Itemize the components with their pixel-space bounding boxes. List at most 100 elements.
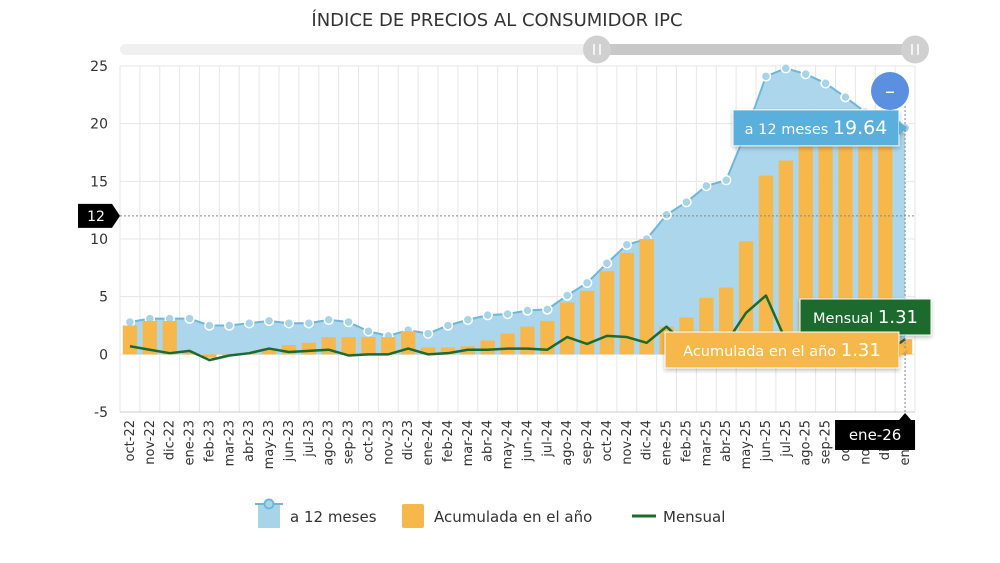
bar[interactable] [778,160,793,355]
bar[interactable] [381,337,396,355]
y-tick-label: 10 [90,232,108,248]
legend-item[interactable]: Acumulada en el año [402,504,592,528]
area-point[interactable] [224,320,235,331]
bar[interactable] [420,347,436,355]
chart-title: ÍNDICE DE PRECIOS AL CONSUMIDOR IPC [311,9,682,31]
area-point[interactable] [303,317,315,329]
tooltip-a12-value: 19.64 [833,117,887,139]
bar[interactable] [122,325,138,355]
bar[interactable] [440,347,456,355]
navigator-handle-right[interactable] [901,35,929,64]
area-point[interactable] [720,174,732,186]
bar[interactable] [599,271,615,355]
navigator-handle-left[interactable] [583,35,611,64]
bar[interactable] [858,125,873,355]
area-point[interactable] [184,313,195,324]
area-point[interactable] [263,315,275,327]
bar[interactable] [639,239,654,355]
area-point[interactable] [124,316,136,328]
x-tick-label: jul-25 [779,420,794,458]
tooltip-a12-label: a 12 meses [745,122,829,138]
area-point[interactable] [661,209,672,221]
area-point[interactable] [363,326,374,337]
tooltip-mensual-label: Mensual [813,311,873,327]
area-line [129,67,906,337]
area-point[interactable] [422,328,434,339]
bar[interactable] [142,320,157,355]
range-navigator[interactable] [120,35,929,64]
bar[interactable] [738,241,754,355]
area-point[interactable] [820,78,831,89]
x-tick-label: sep-23 [342,420,357,464]
area-point[interactable] [462,314,474,325]
area-point[interactable] [502,308,513,320]
bar[interactable] [758,175,774,355]
x-tick-label: abr-25 [719,420,734,462]
crosshair-x-label: ene-26 [835,413,916,450]
tooltip-mensual-box [799,298,932,336]
x-tick-label: dic-22 [163,420,178,460]
x-tick-label: jul-23 [302,420,317,458]
area-point[interactable] [482,309,493,321]
y-tick-label: 5 [99,290,108,306]
bar[interactable] [838,128,853,355]
legend-symbol-marker [263,498,275,510]
bar[interactable] [361,337,376,355]
area-point[interactable] [760,71,772,82]
area-point[interactable] [561,290,573,301]
bar[interactable] [878,123,893,355]
x-axis: oct-22 nov-22 dic-22 ene-23 feb-23 mar-23 abr-… [120,411,915,469]
area-point[interactable] [681,196,692,208]
area-point[interactable] [780,63,792,74]
area-point[interactable] [343,316,354,328]
area-point[interactable] [204,320,215,331]
x-tick-label: oct-22 [123,420,138,461]
area-point[interactable] [621,239,633,251]
area-point[interactable] [283,317,295,329]
bar[interactable] [182,352,197,355]
tooltip-acumulada-pointer [899,343,907,357]
tooltip-mensual-text: Mensual 1.31 [813,307,918,328]
x-tick-label: dic-24 [640,420,655,460]
bar[interactable] [560,302,575,355]
area-point[interactable] [522,305,533,316]
area-point[interactable] [601,257,613,269]
x-tick-label: ene-25 [660,420,675,465]
area-point[interactable] [442,320,454,331]
x-tick-label: jul-24 [540,420,555,458]
bar[interactable] [619,252,634,355]
area-point[interactable] [840,91,851,103]
x-tick-label: ago-23 [322,420,337,466]
series-acumulada [122,123,913,358]
x-tick-label: feb-23 [202,420,217,462]
legend-item[interactable]: a 12 meses [255,498,377,529]
area-point[interactable] [542,304,553,315]
area-point[interactable] [581,277,593,289]
x-tick-label: oct-23 [361,420,376,461]
zoom-out-button[interactable]: – [871,72,909,110]
bar[interactable] [579,290,595,355]
bar[interactable] [281,345,297,355]
y-tick-label: -5 [94,405,108,421]
bar[interactable] [500,333,515,355]
tooltip-mensual: Mensual 1.31 [799,298,932,336]
bar[interactable] [261,348,277,355]
bar[interactable] [520,326,535,355]
bar[interactable] [162,320,177,355]
x-tick-label: nov-24 [620,420,635,465]
area-point[interactable] [800,68,811,80]
x-tick-label: ene-24 [421,420,436,465]
bar[interactable] [301,342,316,355]
area-point[interactable] [323,314,334,325]
area-point[interactable] [701,180,712,192]
tooltips: a 12 meses 19.64 Mensual 1.31 Acumulada en… [664,109,932,369]
bar[interactable] [202,354,217,358]
legend-item[interactable]: Mensual [632,508,725,526]
tooltip-acumulada-text: Acumulada en el año 1.31 [683,340,881,361]
legend[interactable]: a 12 meses Acumulada en el año Mensual [255,498,725,529]
bar[interactable] [480,340,495,355]
area-point[interactable] [243,317,255,329]
bar[interactable] [341,337,356,355]
navigator-selected-range[interactable] [597,44,915,55]
crosshair-y-label-text: 12 [87,209,105,225]
